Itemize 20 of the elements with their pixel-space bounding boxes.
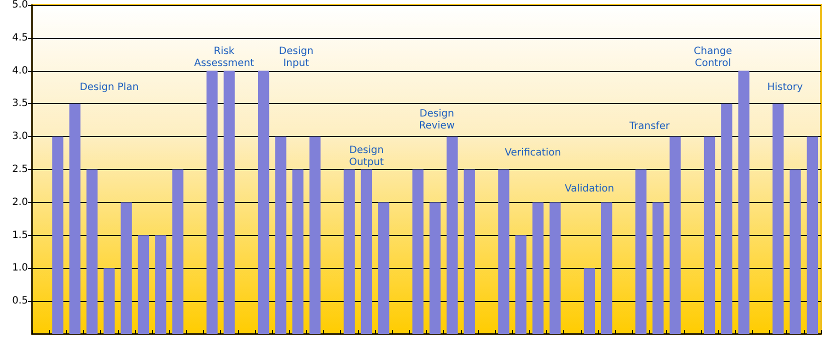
y-tick-label: 0.5	[12, 296, 28, 307]
y-tick-label: 3.5	[12, 98, 28, 110]
annotation: Risk Assessment	[194, 46, 254, 70]
y-tick-label: 2.5	[12, 164, 28, 175]
annotation: Design Output	[349, 144, 384, 168]
annotation: Design Plan	[80, 82, 139, 93]
y-tick-label: 2.0	[12, 196, 28, 208]
y-tick-label: 5.0	[12, 0, 28, 10]
y-tick-label: 1.5	[12, 230, 28, 241]
annotation: Validation	[564, 184, 614, 195]
y-tick-label: 4.5	[12, 32, 28, 44]
annotation: Design Review	[418, 108, 455, 132]
y-tick-label: 4.0	[12, 65, 28, 76]
annotation: Transfer	[628, 121, 670, 132]
y-tick-label: 1.0	[12, 262, 28, 274]
annotation: Change Control	[694, 46, 732, 70]
annotation: Verification	[504, 148, 561, 159]
y-tick-label: 3.0	[12, 131, 28, 142]
annotation: History	[767, 82, 803, 93]
annotation: Design Input	[278, 46, 314, 70]
